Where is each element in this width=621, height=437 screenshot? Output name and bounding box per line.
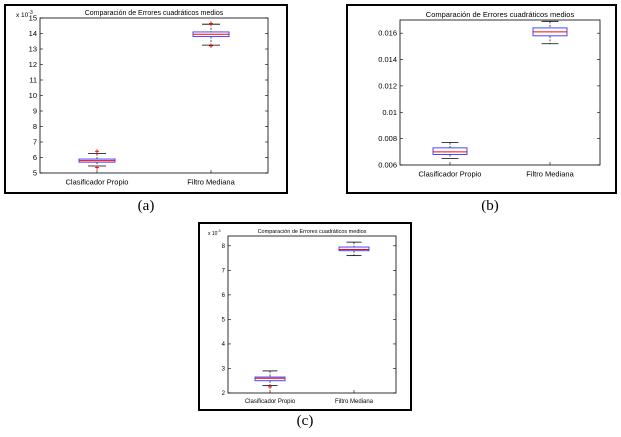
- y-tick-label: 12: [29, 60, 37, 69]
- chart-panel-b: Comparación de Errores cuadráticos medio…: [346, 4, 617, 194]
- y-tick-label: 5: [222, 317, 226, 323]
- plot-area: [227, 235, 397, 394]
- y-tick-label: 0.006: [378, 161, 397, 170]
- y-tick-label: 8: [222, 244, 226, 250]
- y-tick-label: 7: [222, 268, 226, 274]
- box: [432, 147, 468, 155]
- chart-title: Comparación de Errores cuadráticos medio…: [426, 10, 575, 19]
- caption-b: (b): [481, 198, 499, 214]
- y-multiplier-exponent: -3: [217, 229, 220, 233]
- x-tick-label: Clasificador Propio: [419, 170, 482, 179]
- y-tick-label: 10: [29, 91, 37, 100]
- y-tick-label: 8: [33, 122, 37, 131]
- y-tick-label: 13: [29, 45, 37, 54]
- plot-area: [39, 17, 269, 174]
- box: [338, 246, 370, 252]
- chart-panel-c: Comparación de Errores cuadráticos medio…: [198, 222, 412, 411]
- x-tick-label: Clasificador Propio: [66, 178, 129, 187]
- y-multiplier-label: x 10-3: [208, 229, 221, 237]
- x-tick-label: Filtro Mediana: [526, 170, 574, 179]
- chart-title: Comparación de Errores cuadráticos medio…: [85, 10, 224, 17]
- y-tick-label: 0.016: [378, 29, 397, 38]
- chart-title: Comparación de Errores cuadráticos medio…: [258, 229, 367, 235]
- y-tick-label: 0.014: [378, 55, 397, 64]
- y-tick-label: 7: [33, 138, 37, 147]
- y-tick-label: 15: [29, 14, 37, 23]
- y-tick-label: 0.01: [382, 108, 397, 117]
- y-tick-label: 5: [33, 169, 37, 178]
- plot-area: [399, 19, 601, 166]
- y-tick-label: 14: [29, 29, 37, 38]
- boxplot-c: Comparación de Errores cuadráticos medio…: [208, 229, 397, 405]
- y-tick-label: 4: [222, 342, 226, 348]
- y-multiplier-label: x 10-3: [16, 10, 33, 19]
- y-tick-label: 11: [29, 76, 37, 85]
- y-tick-label: 2: [222, 391, 226, 397]
- x-tick-label: Filtro Mediana: [187, 178, 235, 187]
- caption-a: (a): [137, 198, 155, 214]
- y-tick-label: 6: [33, 153, 37, 162]
- boxplot-b: Comparación de Errores cuadráticos medio…: [378, 10, 601, 179]
- y-tick-label: 3: [222, 366, 226, 372]
- chart-panel-a: Comparación de Errores cuadráticos medio…: [4, 4, 288, 194]
- x-tick-label: Clasificador Propio: [245, 399, 296, 405]
- y-multiplier-exponent: -3: [28, 10, 33, 16]
- y-tick-label: 9: [33, 107, 37, 116]
- y-tick-label: 0.008: [378, 134, 397, 143]
- y-tick-label: 6: [222, 293, 226, 299]
- x-tick-label: Filtro Mediana: [335, 399, 374, 405]
- box: [254, 376, 286, 382]
- boxplot-a: Comparación de Errores cuadráticos medio…: [16, 10, 269, 187]
- caption-c: (c): [296, 413, 314, 429]
- y-tick-label: 0.012: [378, 81, 397, 90]
